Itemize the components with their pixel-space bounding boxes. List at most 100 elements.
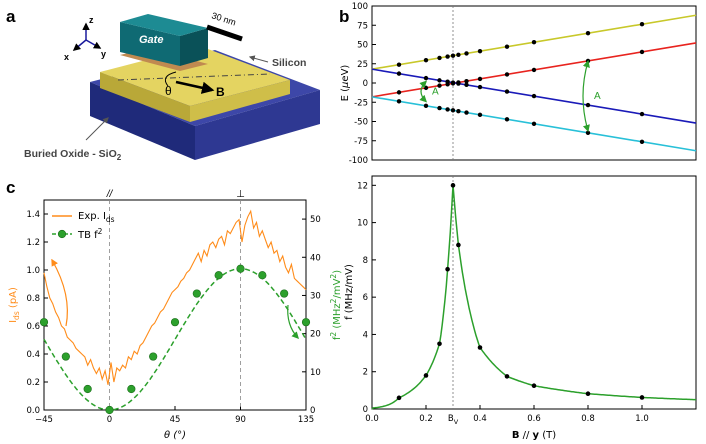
plot-frame: [371, 5, 697, 161]
tb-point: [39, 318, 49, 327]
data-point: [531, 121, 537, 127]
data-point: [396, 90, 402, 95]
ytick-label-right: 20: [310, 330, 321, 340]
ytick-label: 0: [363, 405, 368, 415]
data-point: [531, 39, 537, 45]
data-point: [437, 55, 442, 61]
tb-frequency-curve: [371, 185, 697, 410]
xtick-label: 135: [298, 415, 314, 425]
transition-arrow: [582, 60, 590, 133]
current-ylabel: Ids (pA): [8, 287, 21, 323]
ytick-label: -75: [354, 137, 368, 147]
data-point: [639, 49, 645, 55]
tb-point: [192, 289, 201, 298]
scale-label: 30 nm: [210, 10, 237, 27]
legend-exp: Exp. Ids: [78, 211, 115, 224]
angle-marker-label: ⊥: [236, 189, 245, 200]
tb-point: [61, 352, 70, 361]
data-point: [504, 374, 510, 379]
ytick-label: -50: [354, 118, 368, 128]
data-point: [437, 78, 442, 83]
ytick-label-right: 30: [310, 291, 321, 301]
xtick-label: 1.0: [635, 414, 649, 424]
tb-point: [236, 264, 245, 273]
data-point: [423, 57, 429, 63]
ytick-label-left: 1.2: [26, 238, 40, 248]
data-point: [477, 345, 483, 350]
transition-label: A: [432, 86, 439, 97]
tb-point: [214, 271, 223, 280]
data-point: [639, 22, 645, 27]
silicon-callout: Silicon: [248, 55, 306, 69]
angle-chart: 0.0 0.2 0.4 0.6 0.8 1.0 1.2 1.4 0 10 20 30 40 50 −45 0 4…: [8, 189, 343, 441]
xtick-label: −45: [35, 415, 53, 425]
ytick-label-left: 0.8: [26, 294, 40, 304]
freq-sq-ylabel: f2 (MHz2/mV2): [329, 270, 343, 340]
energy-ylabel: E (μeV): [340, 65, 351, 102]
tb-point: [83, 384, 92, 394]
data-point: [477, 48, 483, 54]
tb-point: [105, 405, 114, 415]
data-point: [585, 31, 591, 36]
ytick-label-left: 0.2: [26, 378, 40, 388]
data-point: [531, 383, 537, 389]
data-point: [639, 395, 645, 400]
exp-current-line: [43, 209, 307, 385]
data-point: [445, 266, 450, 272]
oxide-label: Buried Oxide - SiO2: [24, 148, 122, 162]
data-point: [423, 85, 429, 91]
xtick-label: 90: [235, 415, 246, 425]
data-point: [396, 71, 402, 76]
tb-point: [280, 289, 289, 298]
data-point: [445, 107, 450, 112]
tb-point: [301, 318, 311, 327]
data-point: [445, 79, 450, 84]
theta-label: θ: [165, 84, 172, 98]
ytick-label: 8: [363, 256, 368, 266]
axes-icon: z x y: [64, 15, 106, 62]
panel-a: a z x y Gate: [6, 7, 320, 162]
gate-block: Gate: [120, 14, 208, 71]
data-point: [450, 183, 456, 188]
data-point: [450, 108, 456, 113]
ytick-label: 0: [363, 79, 368, 89]
xtick-label: 0.2: [419, 414, 433, 424]
axis-y-label: y: [101, 49, 106, 59]
ytick-label: 25: [357, 60, 368, 70]
transition-label: A: [594, 91, 601, 102]
field-arrow: B θ: [164, 71, 225, 99]
ytick-label-right: 40: [310, 253, 321, 263]
left-axis-arrow: [51, 258, 68, 327]
xtick-label: 0: [107, 415, 112, 425]
ytick-label-right: 10: [310, 368, 321, 378]
right-axis-arrow: [287, 304, 299, 340]
ytick-label: 100: [352, 2, 368, 12]
gate-label: Gate: [139, 34, 163, 46]
data-point: [464, 82, 469, 88]
data-point: [477, 76, 483, 82]
xtick-label: 0.4: [473, 414, 487, 424]
tb-point: [258, 271, 267, 280]
ytick-label: -25: [354, 98, 368, 108]
oxide-callout: Buried Oxide - SiO2: [24, 117, 122, 162]
panel-label-b: b: [339, 7, 349, 26]
ytick-label: 4: [363, 330, 368, 340]
xtick-label: 45: [170, 415, 181, 425]
data-point: [585, 102, 591, 108]
xtick-label: 0.6: [527, 414, 541, 424]
energy-level-chart: -100 -75 -50 -25 0 25 50 75 100 A A E (μeV): [340, 2, 697, 166]
data-point: [531, 67, 537, 73]
angle-marker-label: //: [106, 189, 114, 200]
data-point: [585, 391, 591, 397]
ytick-label: 75: [357, 21, 368, 31]
data-point: [585, 130, 591, 135]
data-point: [464, 110, 469, 115]
tb-point: [170, 318, 180, 327]
data-point: [396, 99, 402, 104]
panel-label-a: a: [6, 7, 16, 26]
ytick-label-left: 0.4: [26, 350, 40, 360]
data-point: [456, 52, 461, 57]
data-point: [504, 89, 510, 94]
ytick-label: 6: [363, 293, 368, 303]
scale-bar: 30 nm: [206, 10, 243, 42]
